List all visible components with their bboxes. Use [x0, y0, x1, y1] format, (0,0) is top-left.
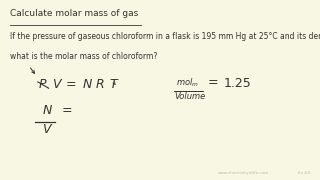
Text: www.chemistryislife.com: www.chemistryislife.com — [218, 171, 269, 175]
Text: =: = — [207, 76, 218, 89]
Text: $\mathit{P}$: $\mathit{P}$ — [38, 78, 48, 91]
Text: Ex 4.6: Ex 4.6 — [298, 171, 310, 175]
Text: Calculate molar mass of gas: Calculate molar mass of gas — [10, 9, 138, 18]
Text: If the pressure of gaseous chloroform in a flask is 195 mm Hg at 25°C and its de: If the pressure of gaseous chloroform in… — [10, 32, 320, 41]
Text: what is the molar mass of chloroform?: what is the molar mass of chloroform? — [10, 52, 157, 61]
Text: Volume: Volume — [174, 92, 206, 101]
Text: $\mathit{V}$: $\mathit{V}$ — [52, 78, 63, 91]
Text: $\mathit{R}$: $\mathit{R}$ — [95, 78, 105, 91]
Text: =: = — [66, 78, 76, 91]
Text: 1.25: 1.25 — [223, 76, 251, 89]
Text: $\mathit{N}$: $\mathit{N}$ — [82, 78, 92, 91]
Text: $\mathit{V}$: $\mathit{V}$ — [42, 123, 53, 136]
Text: =: = — [61, 104, 72, 117]
Text: $\mathit{N}$: $\mathit{N}$ — [42, 104, 52, 117]
Text: mol$_m$: mol$_m$ — [176, 76, 199, 89]
Text: $\mathit{T}$: $\mathit{T}$ — [109, 78, 119, 91]
